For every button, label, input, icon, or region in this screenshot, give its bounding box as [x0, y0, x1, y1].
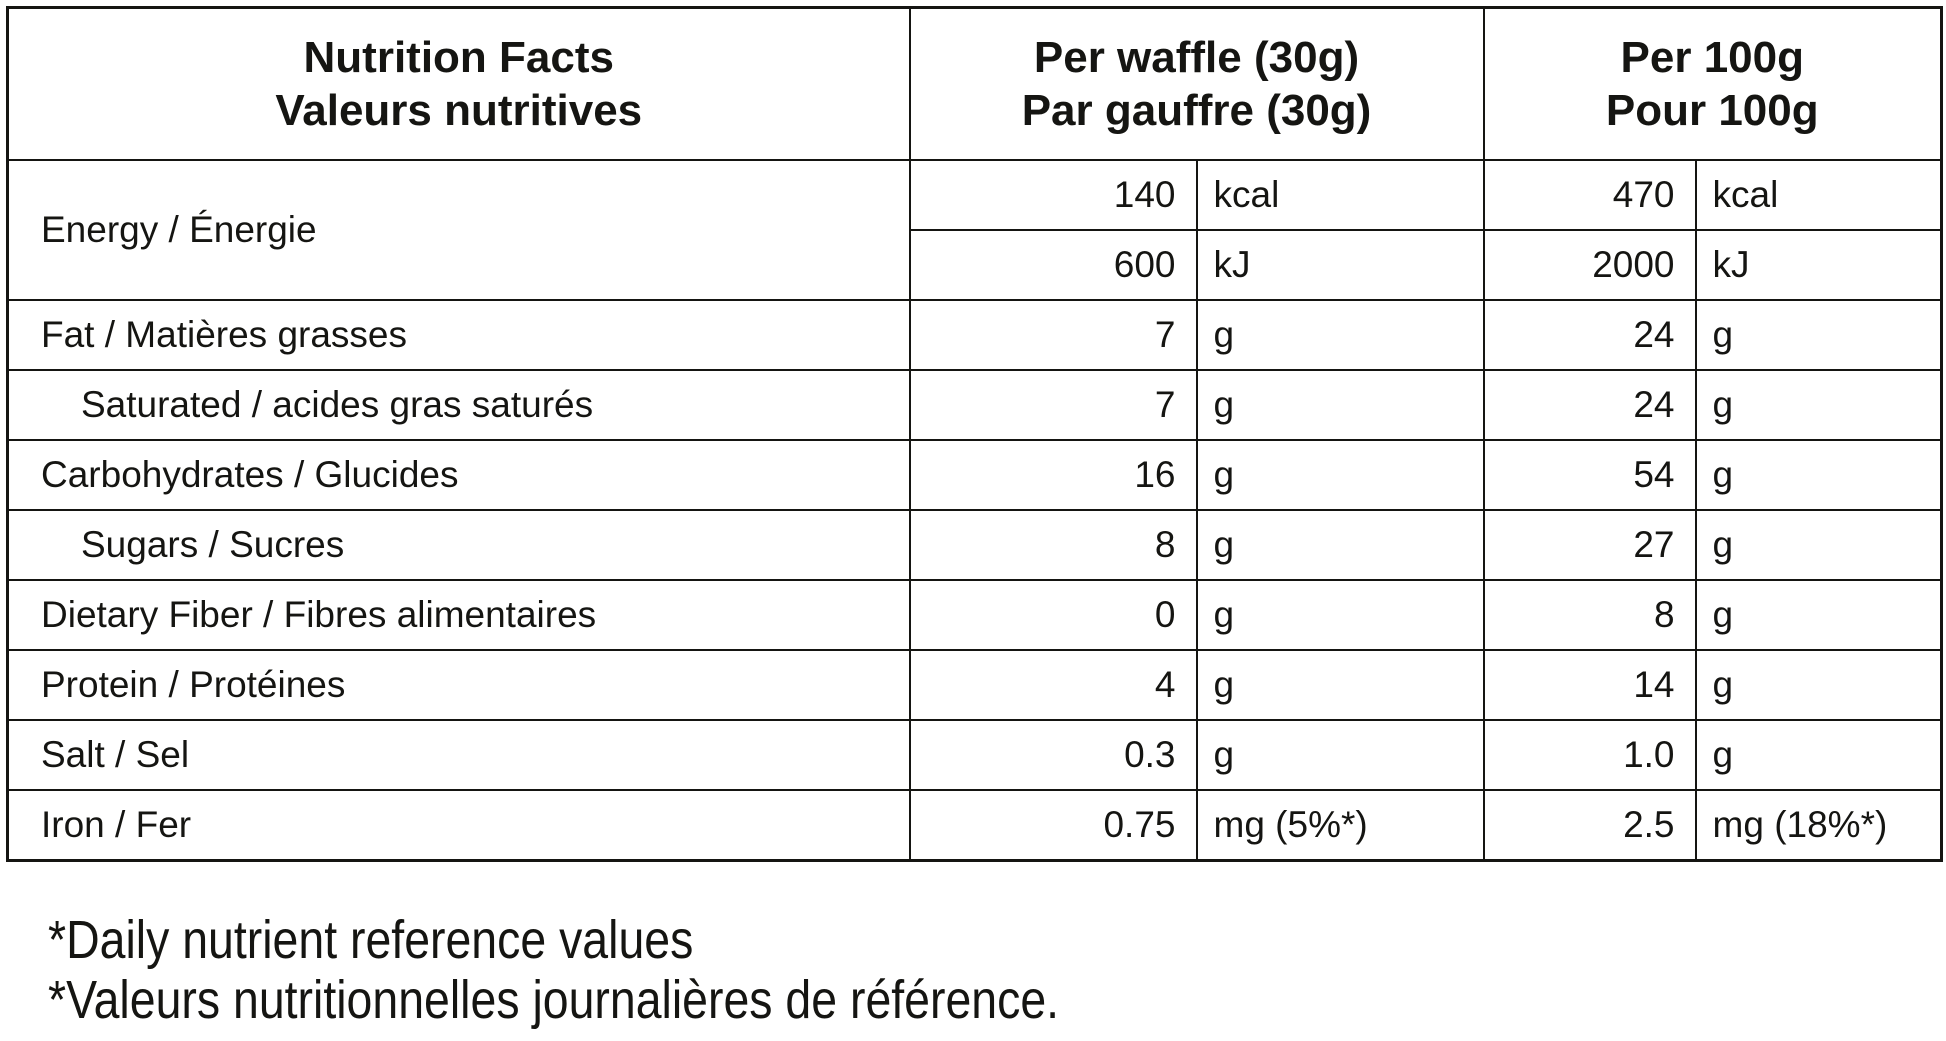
unit: g: [1195, 649, 1485, 721]
unit: kJ: [1694, 229, 1943, 301]
unit: g: [1195, 439, 1485, 511]
header-row: Nutrition Facts Valeurs nutritives Per wa…: [6, 6, 1943, 161]
table-row: Fat / Matières grasses 7 g 24 g: [6, 299, 1943, 371]
amount: 2000: [1482, 229, 1697, 301]
table-row: Energy / Énergie 140 kcal 470 kcal: [6, 159, 1943, 301]
row-label: Carbohydrates / Glucides: [6, 439, 911, 511]
table-row: 600 kJ 2000 kJ: [8, 229, 1943, 301]
unit: g: [1195, 579, 1485, 651]
unit: g: [1195, 369, 1485, 441]
row-label: Salt / Sel: [6, 719, 911, 791]
amount: 8: [908, 509, 1198, 581]
header-text: Valeurs nutritives: [275, 86, 643, 135]
header-text: Per waffle (30g): [1033, 33, 1360, 82]
row-label: Saturated / acides gras saturés: [6, 369, 911, 441]
header-text: Per 100g: [1620, 33, 1804, 82]
nutrition-table: Nutrition Facts Valeurs nutritives Per wa…: [6, 6, 1944, 862]
row-label: Iron / Fer: [6, 789, 911, 862]
table-row: Carbohydrates / Glucides 16 g 54 g: [6, 439, 1943, 511]
unit: kcal: [1195, 159, 1485, 231]
amount: 24: [1482, 299, 1697, 371]
unit: g: [1694, 649, 1943, 721]
amount: 24: [1482, 369, 1697, 441]
header-cell: Per waffle (30g) Par gauffre (30g): [908, 6, 1485, 161]
amount: 27: [1482, 509, 1697, 581]
unit: mg (18%*): [1694, 789, 1943, 862]
unit: g: [1694, 299, 1943, 371]
amount: 600: [908, 229, 1198, 301]
amount: 0.3: [908, 719, 1198, 791]
unit: g: [1694, 439, 1943, 511]
header-cell: Per 100g Pour 100g: [1482, 6, 1943, 161]
amount: 0: [908, 579, 1198, 651]
table-row: Sugars / Sucres 8 g 27 g: [6, 509, 1943, 581]
footnote: *Valeurs nutritionnelles journalières de…: [48, 970, 1060, 1030]
header-text: Par gauffre (30g): [1021, 86, 1372, 135]
table-row: Salt / Sel 0.3 g 1.0 g: [6, 719, 1943, 791]
row-label: Energy / Énergie: [6, 159, 911, 301]
amount: 7: [908, 299, 1198, 371]
row-label: Protein / Protéines: [6, 649, 911, 721]
amount: 140: [908, 159, 1198, 231]
row-label: Dietary Fiber / Fibres alimentaires: [6, 579, 911, 651]
amount: 14: [1482, 649, 1697, 721]
amount: 0.75: [908, 789, 1198, 862]
amount: 8: [1482, 579, 1697, 651]
amount: 16: [908, 439, 1198, 511]
table-row: Iron / Fer 0.75 mg (5%*) 2.5 mg (18%*): [6, 789, 1943, 862]
table-body: Energy / Énergie 140 kcal 470 kcal 600 kJ 2000 k…: [6, 159, 1943, 862]
row-label: Fat / Matières grasses: [6, 299, 911, 371]
unit: g: [1195, 509, 1485, 581]
unit: mg (5%*): [1195, 789, 1485, 862]
table-row: Protein / Protéines 4 g 14 g: [6, 649, 1943, 721]
unit: g: [1195, 299, 1485, 371]
footnote: *Daily nutrient reference values: [48, 910, 694, 970]
unit: kcal: [1694, 159, 1943, 231]
amount: 7: [908, 369, 1198, 441]
footnotes: *Daily nutrient reference values *Valeurs…: [48, 910, 1059, 1030]
unit: g: [1694, 369, 1943, 441]
unit: g: [1694, 509, 1943, 581]
table-row: Saturated / acides gras saturés 7 g 24 g: [6, 369, 1943, 441]
table-row: Dietary Fiber / Fibres alimentaires 0 g 8 g: [6, 579, 1943, 651]
header-text: Pour 100g: [1605, 86, 1819, 135]
amount: 2.5: [1482, 789, 1697, 862]
amount: 4: [908, 649, 1198, 721]
row-label: Sugars / Sucres: [6, 509, 911, 581]
unit: g: [1195, 719, 1485, 791]
unit: kJ: [1195, 229, 1485, 301]
unit: g: [1694, 719, 1943, 791]
amount: 1.0: [1482, 719, 1697, 791]
amount: 470: [1482, 159, 1697, 231]
amount: 54: [1482, 439, 1697, 511]
header-text: Nutrition Facts: [303, 33, 614, 82]
header-cell: Nutrition Facts Valeurs nutritives: [6, 6, 911, 161]
unit: g: [1694, 579, 1943, 651]
